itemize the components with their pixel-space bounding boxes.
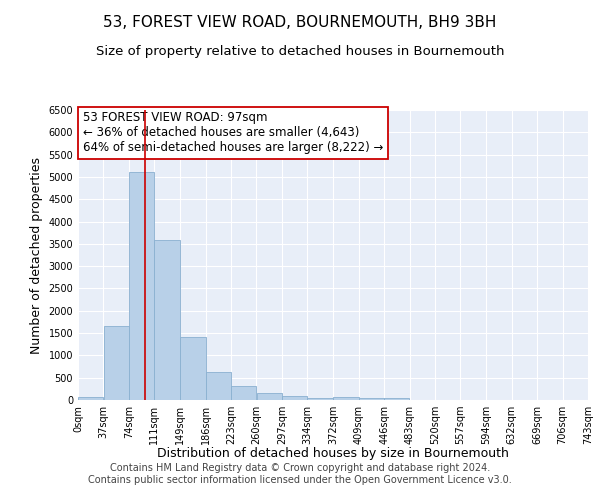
Bar: [129, 172, 154, 400]
Text: Distribution of detached houses by size in Bournemouth: Distribution of detached houses by size …: [157, 448, 509, 460]
Bar: [78, 396, 103, 400]
Y-axis label: Number of detached properties: Number of detached properties: [30, 156, 43, 354]
Bar: [384, 398, 409, 400]
Text: 53 FOREST VIEW ROAD: 97sqm
← 36% of detached houses are smaller (4,643)
64% of s: 53 FOREST VIEW ROAD: 97sqm ← 36% of deta…: [83, 112, 383, 154]
Text: Contains HM Land Registry data © Crown copyright and database right 2024.
Contai: Contains HM Land Registry data © Crown c…: [88, 464, 512, 485]
Text: Size of property relative to detached houses in Bournemouth: Size of property relative to detached ho…: [96, 45, 504, 58]
Bar: [154, 240, 180, 400]
Bar: [282, 396, 307, 400]
Bar: [359, 398, 384, 400]
Bar: [181, 336, 206, 400]
Bar: [257, 393, 282, 400]
Bar: [206, 372, 231, 400]
Bar: [334, 397, 359, 400]
Text: 53, FOREST VIEW ROAD, BOURNEMOUTH, BH9 3BH: 53, FOREST VIEW ROAD, BOURNEMOUTH, BH9 3…: [103, 15, 497, 30]
Bar: [307, 398, 333, 400]
Bar: [104, 326, 128, 400]
Bar: [231, 386, 256, 400]
